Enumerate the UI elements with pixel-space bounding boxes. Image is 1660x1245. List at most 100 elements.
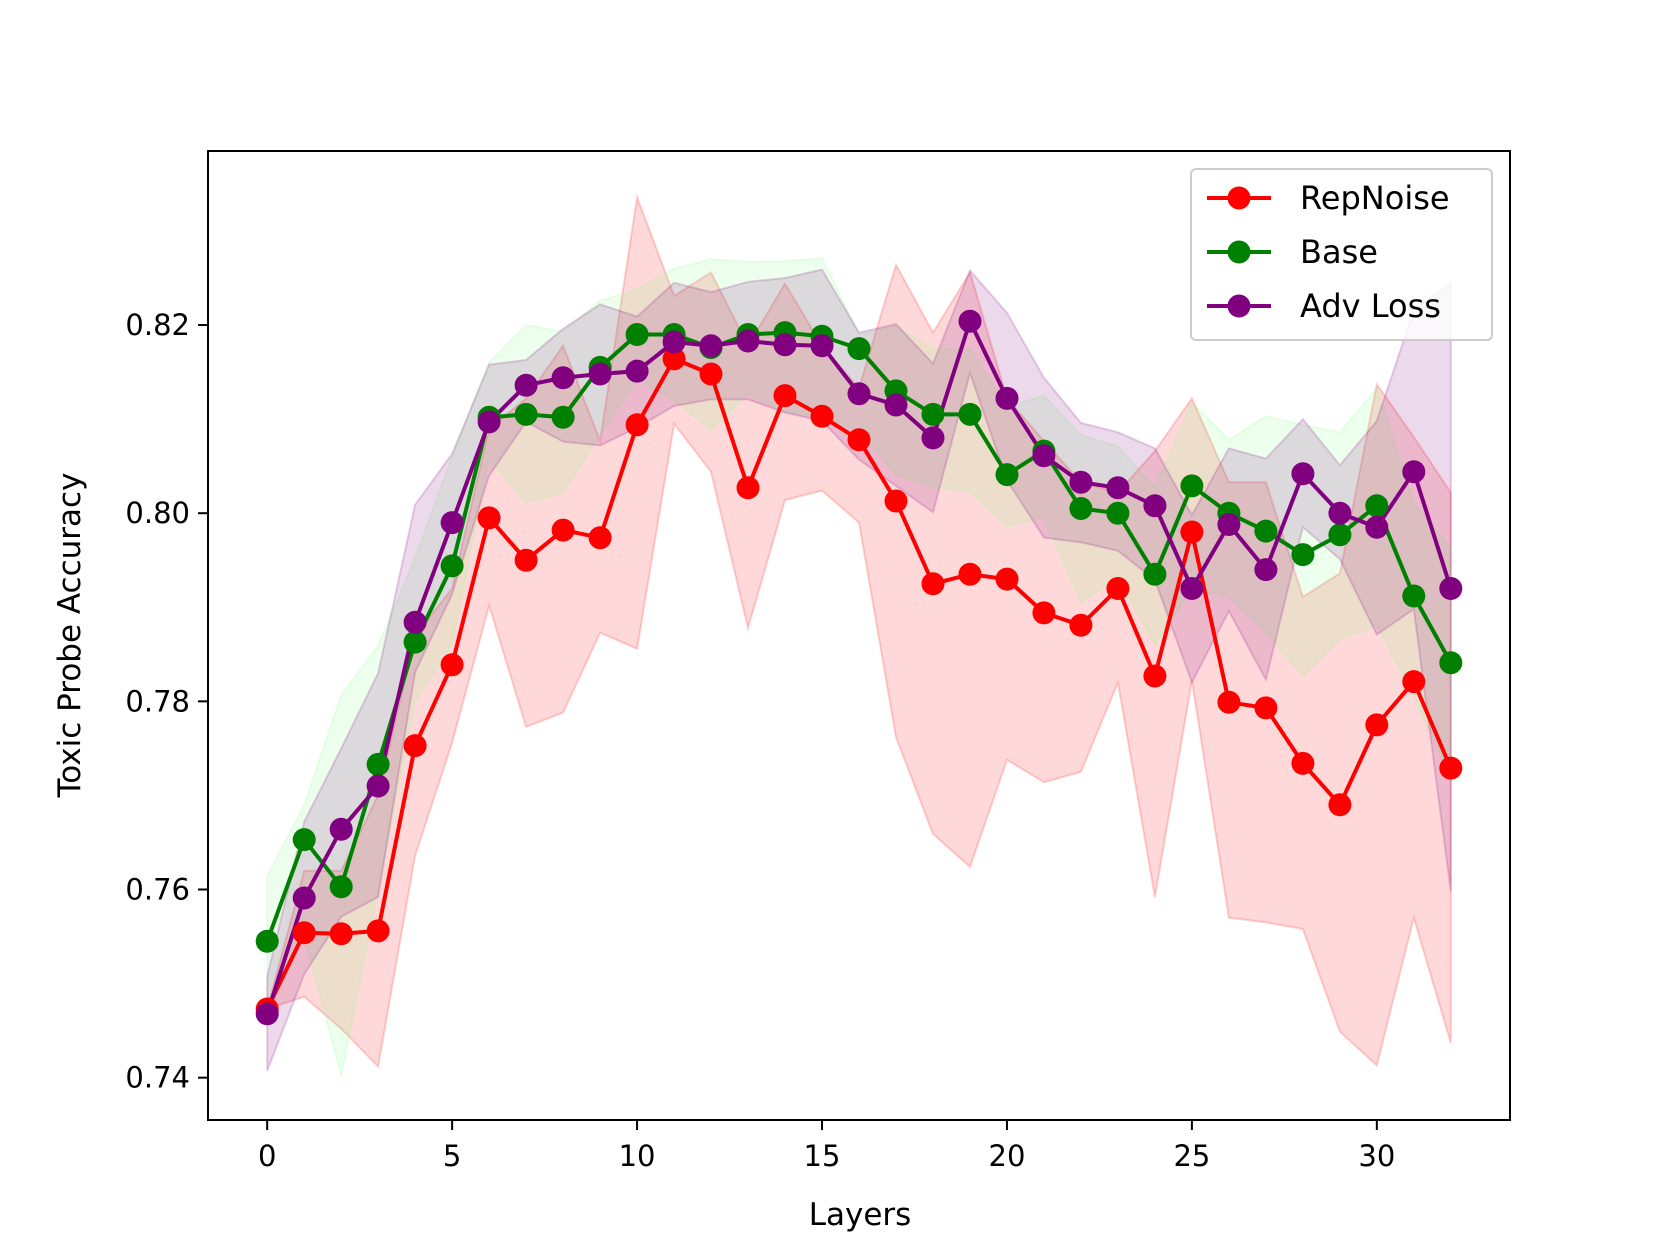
- x-tick-label: 0: [258, 1139, 276, 1173]
- base-point: [551, 405, 575, 429]
- base-point: [847, 337, 871, 361]
- adv-loss-point: [1291, 462, 1315, 486]
- series-markers: [255, 309, 1463, 1026]
- base-point: [1328, 523, 1352, 547]
- base-point: [329, 875, 353, 899]
- legend-label-adv-loss: Adv Loss: [1300, 287, 1441, 325]
- repnoise-point: [292, 921, 316, 945]
- repnoise-point: [1254, 696, 1278, 720]
- repnoise-point: [1106, 577, 1130, 600]
- repnoise-point: [440, 653, 464, 677]
- repnoise-point: [1365, 713, 1389, 737]
- adv-loss-point: [292, 886, 316, 910]
- adv-loss-point: [958, 309, 982, 333]
- base-point: [625, 323, 649, 346]
- repnoise-point: [958, 562, 982, 586]
- legend-marker-base: [1227, 240, 1251, 264]
- y-tick-label: 0.78: [125, 684, 190, 718]
- repnoise-point: [625, 413, 649, 437]
- base-point: [1069, 497, 1093, 520]
- y-axis-ticks: 0.74 0.76 0.78 0.80 0.82: [125, 308, 208, 1095]
- base-point: [1439, 651, 1463, 675]
- repnoise-point: [662, 347, 686, 371]
- plot-frame: [207, 150, 1511, 1121]
- legend-marker-adv-loss: [1227, 294, 1251, 318]
- base-point: [440, 554, 464, 578]
- repnoise-point: [551, 518, 575, 542]
- repnoise-point: [1328, 793, 1352, 817]
- repnoise-point: [403, 734, 427, 758]
- base-point: [403, 630, 427, 654]
- repnoise-point: [1439, 756, 1463, 780]
- legend-marker-repnoise: [1227, 186, 1251, 210]
- base-point: [1143, 562, 1167, 586]
- adv-loss-point: [1365, 515, 1389, 539]
- base-point: [995, 463, 1019, 487]
- repnoise-point: [736, 476, 760, 500]
- adv-loss-point: [588, 362, 612, 386]
- adv-loss-point: [662, 330, 686, 354]
- repnoise-point: [366, 919, 390, 943]
- x-tick-label: 15: [804, 1139, 841, 1173]
- x-tick-label: 20: [989, 1139, 1026, 1173]
- adv-loss-point: [514, 373, 538, 397]
- base-point: [292, 828, 316, 852]
- legend-label-base: Base: [1300, 233, 1378, 271]
- repnoise-point: [1069, 613, 1093, 637]
- adv-loss-point: [1032, 444, 1056, 468]
- base-point: [1180, 474, 1204, 498]
- adv-loss-point: [773, 333, 797, 357]
- adv-loss-point: [1217, 513, 1241, 536]
- base-point: [366, 752, 390, 776]
- adv-loss-point: [625, 359, 649, 383]
- adv-loss-point: [995, 386, 1019, 410]
- base-point: [1254, 519, 1278, 543]
- adv-loss-point: [699, 334, 723, 358]
- adv-loss-point: [1180, 577, 1204, 600]
- adv-loss-point: [366, 774, 390, 798]
- base-point: [1291, 543, 1315, 567]
- adv-loss-point: [551, 366, 575, 390]
- repnoise-point: [329, 922, 353, 946]
- x-tick-label: 5: [443, 1139, 461, 1173]
- repnoise-point: [1180, 520, 1204, 544]
- x-tick-label: 10: [619, 1139, 656, 1173]
- repnoise-point: [884, 489, 908, 513]
- base-point: [1106, 501, 1130, 525]
- repnoise-point: [1402, 670, 1426, 694]
- adv-loss-point: [884, 393, 908, 417]
- repnoise-point: [1291, 751, 1315, 775]
- y-tick-label: 0.74: [125, 1061, 190, 1095]
- repnoise-point: [773, 384, 797, 408]
- repnoise-point: [1143, 664, 1167, 688]
- adv-loss-point: [440, 511, 464, 535]
- base-point: [958, 402, 982, 426]
- base-point: [1365, 494, 1389, 518]
- adv-loss-point: [1328, 501, 1352, 525]
- repnoise-point: [847, 428, 871, 452]
- x-tick-label: 25: [1173, 1139, 1210, 1173]
- adv-loss-point: [1439, 577, 1463, 600]
- legend: RepNoise Base Adv Loss: [1190, 168, 1493, 341]
- repnoise-point: [810, 404, 834, 428]
- y-tick-label: 0.76: [125, 873, 190, 907]
- repnoise-point: [921, 572, 945, 596]
- base-point: [514, 402, 538, 426]
- base-point: [1402, 584, 1426, 608]
- y-tick-label: 0.80: [125, 496, 190, 530]
- adv-loss-point: [736, 329, 760, 353]
- x-tick-label: 30: [1358, 1139, 1395, 1173]
- repnoise-point: [1032, 601, 1056, 625]
- base-point: [255, 929, 279, 953]
- x-axis-label: Layers: [809, 1197, 912, 1233]
- y-axis-label: Toxic Probe Accuracy: [52, 473, 88, 799]
- adv-loss-point: [1402, 460, 1426, 484]
- adv-loss-point: [810, 334, 834, 358]
- adv-loss-point: [847, 382, 871, 406]
- adv-loss-point: [921, 426, 945, 450]
- adv-loss-point: [255, 1002, 279, 1026]
- repnoise-point: [588, 526, 612, 550]
- x-axis-ticks: 0 5 10 15 20 25 30: [258, 1120, 1395, 1173]
- adv-loss-point: [329, 817, 353, 841]
